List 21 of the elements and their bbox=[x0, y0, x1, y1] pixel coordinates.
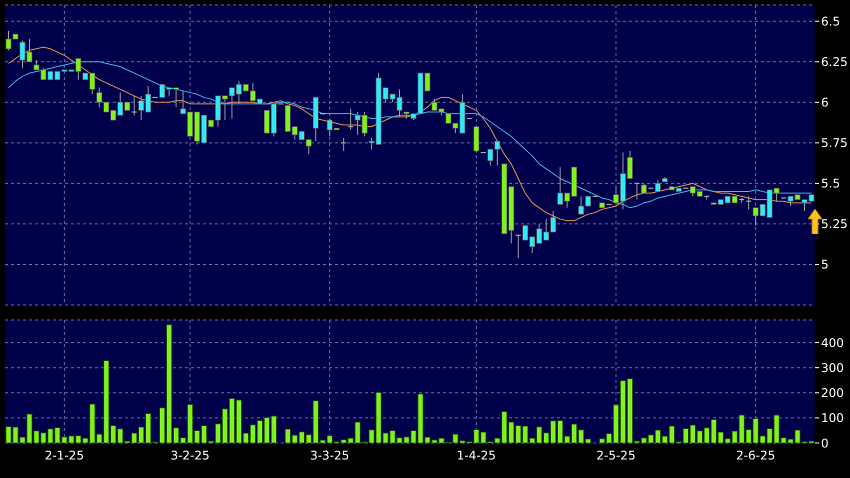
x-tick-label: 1-4-25 bbox=[456, 448, 496, 463]
y-tick-label: 200 bbox=[821, 386, 844, 400]
x-tick-label: 2-5-25 bbox=[596, 448, 636, 463]
x-tick-label: 3-2-25 bbox=[170, 448, 210, 463]
y-tick-label: 400 bbox=[821, 336, 844, 350]
candlestick bbox=[341, 137, 346, 152]
y-tick-label: 5.75 bbox=[821, 136, 848, 150]
x-tick-label: 2-1-25 bbox=[44, 448, 84, 463]
y-tick-label: 100 bbox=[821, 411, 844, 426]
y-tick-label: 300 bbox=[821, 360, 844, 375]
x-tick-label: 2-6-25 bbox=[736, 448, 776, 463]
y-tick-label: 0 bbox=[821, 436, 829, 450]
candlestick bbox=[746, 196, 752, 210]
x-tick-label: 3-3-25 bbox=[310, 448, 350, 463]
y-tick-label: 5.25 bbox=[821, 217, 848, 232]
y-tick-label: 6.25 bbox=[821, 55, 848, 70]
y-tick-label: 5 bbox=[821, 258, 829, 272]
candlestick bbox=[516, 234, 521, 258]
y-tick-label: 6.5 bbox=[821, 14, 840, 28]
y-tick-label: 5.5 bbox=[821, 176, 840, 191]
y-tick-label: 6 bbox=[821, 96, 829, 110]
